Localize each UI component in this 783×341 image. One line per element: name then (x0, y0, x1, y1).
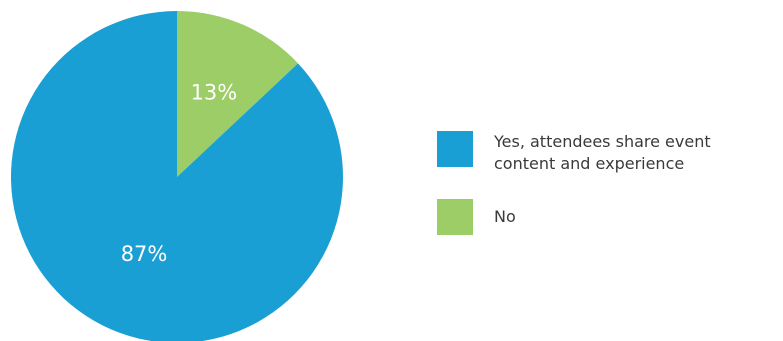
pie-chart: 13% 87% (11, 11, 343, 341)
pie-slice-label-no: 13% (191, 81, 238, 105)
pie-slices (11, 11, 343, 341)
pie-slice-yes (11, 11, 343, 341)
legend-item-yes: Yes, attendees share event content and e… (437, 131, 774, 175)
legend-label-yes: Yes, attendees share event content and e… (494, 132, 711, 173)
pie-slice-label-yes: 87% (121, 242, 168, 266)
legend-swatch-yes (437, 131, 473, 167)
pie-slice-labels: 13% 87% (121, 81, 238, 266)
legend-item-no: No (437, 199, 774, 235)
pie-slice-no (177, 11, 299, 177)
legend-label-no: No (494, 207, 516, 226)
legend-swatch-no (437, 199, 473, 235)
